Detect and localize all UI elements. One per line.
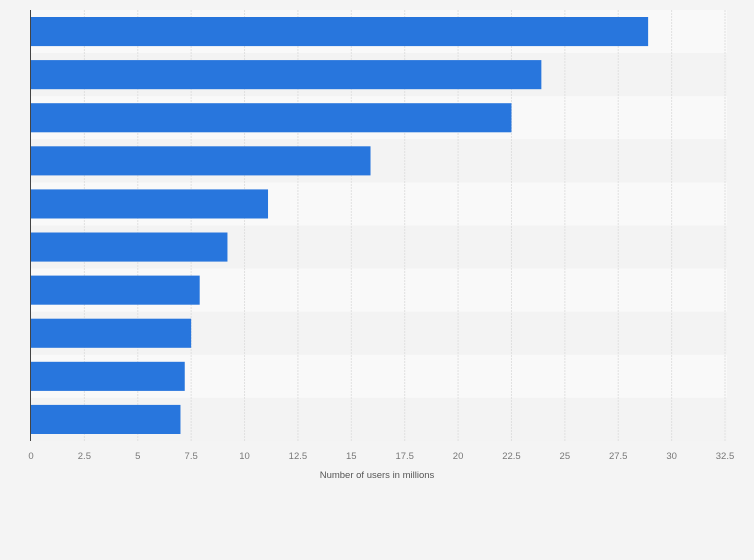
x-tick-label: 27.5	[609, 451, 628, 462]
x-tick-label: 25	[560, 451, 571, 462]
x-tick-label: 10	[239, 451, 250, 462]
bar[interactable]	[31, 146, 371, 176]
bar[interactable]	[31, 60, 542, 90]
x-tick-label: 32.5	[716, 451, 735, 462]
x-tick-label: 0	[28, 451, 33, 462]
bar[interactable]	[31, 404, 181, 434]
x-tick-label: 5	[135, 451, 140, 462]
x-tick-label: 15	[346, 451, 357, 462]
x-tick-label: 2.5	[78, 451, 91, 462]
x-tick-label: 22.5	[502, 451, 521, 462]
x-tick-label: 20	[453, 451, 464, 462]
x-tick-label: 30	[666, 451, 677, 462]
bar[interactable]	[31, 103, 512, 133]
bar[interactable]	[31, 17, 649, 47]
bar[interactable]	[31, 232, 228, 262]
bar[interactable]	[31, 361, 185, 391]
x-tick-label: 17.5	[395, 451, 414, 462]
bar[interactable]	[31, 318, 192, 348]
x-tick-label: 12.5	[289, 451, 308, 462]
x-tick-label: 7.5	[185, 451, 198, 462]
bar[interactable]	[31, 275, 200, 305]
x-axis-label: Number of users in millions	[320, 470, 435, 481]
bar[interactable]	[31, 189, 269, 219]
